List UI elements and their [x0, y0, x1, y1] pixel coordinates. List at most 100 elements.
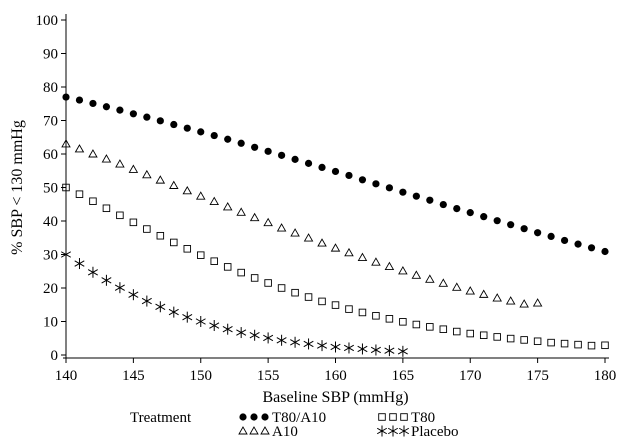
data-point [62, 93, 70, 101]
marker-shape [480, 213, 488, 221]
x-tick-label: 165 [392, 368, 415, 384]
data-point [143, 225, 151, 233]
x-tick-label: 140 [55, 368, 78, 384]
marker-shape [87, 269, 98, 276]
data-point [372, 180, 380, 188]
data-point [426, 196, 434, 204]
data-point [357, 252, 368, 261]
marker-shape [75, 96, 84, 104]
data-point [426, 323, 434, 331]
plot-marks [60, 93, 609, 357]
data-point [587, 341, 596, 350]
marker-shape [357, 345, 368, 353]
data-point [439, 200, 447, 209]
x-tick-label: 180 [594, 368, 617, 384]
data-point [574, 340, 582, 349]
marker-shape [372, 312, 380, 320]
y-tick-label: 50 [43, 181, 58, 197]
data-point [168, 306, 179, 318]
marker-shape [264, 147, 272, 155]
data-point [102, 103, 111, 111]
data-point [601, 341, 609, 350]
marker-shape [101, 277, 112, 284]
marker-shape [237, 139, 245, 147]
data-point [62, 183, 70, 192]
data-point [264, 147, 272, 155]
marker-shape [156, 231, 165, 240]
data-point [155, 175, 166, 184]
data-point [372, 312, 380, 320]
marker-shape [128, 164, 139, 173]
marker-shape [574, 340, 582, 349]
x-tick-label: 155 [257, 368, 280, 384]
data-point [411, 270, 422, 279]
marker-shape [547, 338, 555, 347]
marker-shape [331, 301, 340, 309]
data-point [75, 96, 84, 104]
y-tick-label: 40 [43, 214, 58, 230]
marker-shape [168, 308, 179, 316]
data-point [276, 334, 287, 346]
marker-shape [101, 154, 112, 163]
data-point [493, 217, 501, 225]
data-point [397, 345, 408, 357]
y-tick-label: 70 [43, 114, 58, 130]
marker-shape [378, 413, 386, 421]
marker-shape [224, 135, 232, 143]
marker-shape [290, 228, 300, 237]
legend-marker [389, 413, 397, 421]
marker-shape [466, 209, 474, 217]
marker-shape [385, 315, 394, 323]
data-point [251, 143, 259, 151]
data-point [156, 117, 164, 125]
marker-shape [587, 341, 596, 350]
legend-label: A10 [272, 424, 298, 440]
marker-shape [250, 413, 258, 421]
marker-shape [170, 238, 178, 247]
data-point [316, 340, 328, 352]
data-point [587, 244, 596, 252]
data-point [237, 139, 245, 147]
data-point [291, 155, 299, 163]
marker-shape [182, 313, 193, 321]
marker-shape [358, 176, 367, 184]
marker-shape [466, 329, 475, 338]
marker-shape [384, 261, 395, 271]
marker-shape [116, 211, 124, 220]
marker-shape [425, 274, 435, 283]
series-t80-a10 [62, 93, 609, 256]
y-tick-label: 80 [43, 80, 58, 96]
legend-marker [238, 426, 248, 435]
data-point [263, 217, 273, 227]
marker-shape [505, 296, 516, 305]
legend-label: Placebo [411, 424, 458, 440]
marker-shape [239, 413, 247, 421]
data-point [451, 282, 462, 291]
data-point [236, 327, 247, 339]
marker-shape [276, 337, 287, 344]
marker-shape [493, 333, 501, 341]
marker-shape [250, 274, 259, 282]
data-point [425, 274, 435, 283]
data-point [533, 337, 542, 346]
data-point [101, 274, 112, 286]
marker-shape [197, 128, 205, 136]
data-point [75, 190, 84, 198]
data-point [560, 339, 569, 348]
data-point [466, 329, 475, 338]
marker-shape [520, 225, 528, 233]
marker-shape [114, 284, 125, 291]
y-axis-title: % SBP < 130 mmHg [9, 120, 26, 255]
data-point [291, 288, 299, 297]
data-point [506, 334, 515, 343]
data-point [371, 257, 381, 266]
marker-shape [370, 346, 381, 354]
marker-shape [399, 188, 407, 196]
data-point [344, 247, 354, 257]
data-point [263, 332, 274, 344]
marker-shape [129, 218, 138, 227]
marker-shape [304, 159, 313, 167]
marker-shape [345, 305, 353, 313]
marker-shape [238, 426, 248, 435]
marker-shape [532, 298, 543, 307]
